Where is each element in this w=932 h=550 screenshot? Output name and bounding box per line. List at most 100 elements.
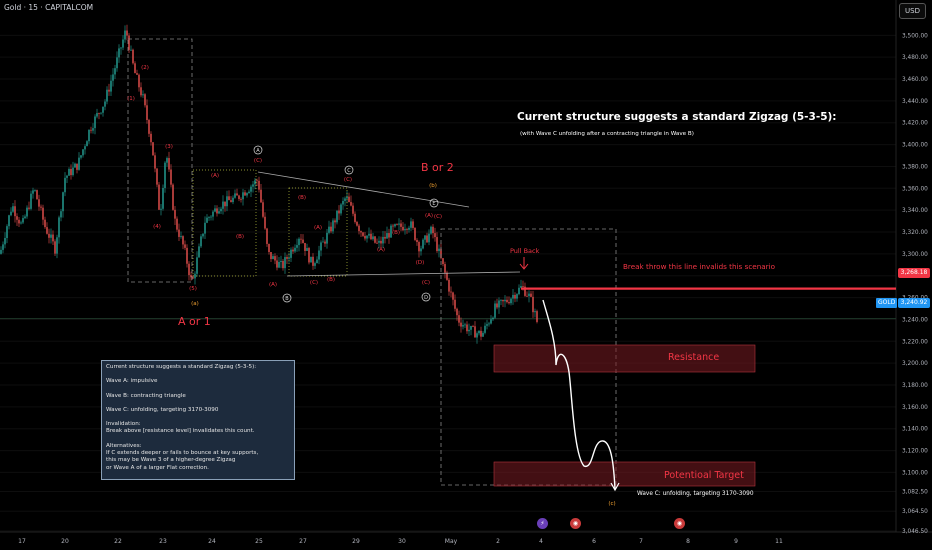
price-tick-label: 3,460.00 [902, 77, 928, 83]
candle-body [14, 206, 16, 217]
candle-body [90, 129, 92, 131]
wave-circle-label: B [285, 296, 289, 302]
candle-body [376, 242, 378, 244]
candle-body [8, 215, 10, 227]
note-invalidation-text: Break above [resistance level] invalidat… [106, 428, 255, 435]
candle-body [442, 258, 444, 265]
candle-body [278, 261, 280, 268]
candle-body [130, 49, 132, 51]
candle-body [258, 180, 260, 190]
candle-body [170, 169, 172, 185]
candle-body [142, 94, 144, 96]
wave-count-label: (4) [153, 224, 161, 230]
candle-body [364, 235, 366, 239]
candle-body [58, 217, 60, 238]
candle-body [264, 216, 266, 229]
candle-body [36, 190, 38, 200]
candle-body [78, 157, 80, 170]
symbol-title[interactable]: Gold · 15 · CAPITALCOM [4, 3, 94, 12]
candle-body [450, 291, 452, 293]
candle-body [64, 177, 66, 193]
candle-body [226, 196, 228, 207]
candle-body [206, 217, 208, 223]
candle-body [328, 226, 330, 233]
candle-body [528, 293, 530, 297]
candle-body [386, 233, 388, 239]
candle-body [334, 220, 336, 223]
price-tick-label: 3,480.00 [902, 55, 928, 61]
candle-body [234, 193, 236, 198]
candle-body [172, 184, 174, 210]
candle-body [260, 189, 262, 203]
candle-body [196, 257, 198, 274]
price-tick-label: 3,300.00 [902, 252, 928, 258]
candle-body [408, 227, 410, 230]
candle-body [490, 319, 492, 324]
candle-body [194, 273, 196, 279]
candle-body [126, 30, 128, 36]
candle-body [470, 326, 472, 330]
candle-body [342, 200, 344, 205]
wave-b-subbox [288, 187, 348, 277]
candle-body [70, 169, 72, 176]
candle-body [180, 236, 182, 237]
note-alt-line2: this may be Wave 3 of a higher-degree Zi… [106, 457, 236, 464]
candle-body [458, 315, 460, 323]
time-tick-label: 17 [18, 538, 26, 545]
wave-circle-label: A [256, 148, 260, 154]
candle-body [168, 158, 170, 170]
candle-body [396, 224, 398, 225]
candle-body [402, 226, 404, 231]
time-tick-label: May [445, 538, 458, 545]
wave-count-label: (D) [416, 260, 425, 266]
event-us-flag-icon[interactable]: ◉ [674, 518, 685, 529]
note-alt-line3: or Wave A of a larger Flat correction. [106, 464, 209, 471]
candle-body [100, 112, 102, 114]
candle-body [92, 128, 94, 131]
candle-body [444, 264, 446, 273]
currency-button[interactable]: USD [899, 3, 926, 19]
candle-body [84, 146, 86, 150]
candle-body [198, 246, 200, 258]
candle-body [212, 211, 214, 217]
time-tick-label: 2 [496, 538, 500, 545]
candle-body [102, 106, 104, 113]
current-symbol-tag: GOLD [876, 298, 898, 308]
candle-body [462, 325, 464, 327]
candle-body [80, 155, 82, 158]
candle-body [510, 298, 512, 304]
candle-body [456, 308, 458, 316]
candle-body [466, 324, 468, 332]
candle-body [414, 227, 416, 240]
candle-body [360, 231, 362, 233]
candle-body [98, 113, 100, 114]
candle-body [482, 332, 484, 337]
time-tick-label: 29 [352, 538, 360, 545]
candle-body [82, 149, 84, 156]
event-lightning-icon[interactable]: ⚡ [537, 518, 548, 529]
candle-body [204, 222, 206, 234]
candle-body [314, 263, 316, 266]
candle-body [344, 198, 346, 201]
candle-body [504, 299, 506, 302]
event-us-flag-icon[interactable]: ◉ [570, 518, 581, 529]
candle-body [256, 180, 258, 182]
time-axis: 17 20 22 23 24 25 27 29 30 May 2 4 6 7 8 9 11 [18, 538, 783, 545]
note-title: Current structure suggests a standard Zi… [106, 364, 257, 370]
candle-body [254, 180, 256, 185]
grid [0, 0, 932, 533]
candle-body [516, 294, 518, 299]
candle-body [270, 252, 272, 260]
wave-c-note: Wave C: unfolding, targeting 3170-3090 [637, 491, 754, 497]
time-tick-label: 20 [61, 538, 69, 545]
candle-body [42, 207, 44, 220]
candle-body [140, 87, 142, 96]
candle-body [536, 311, 538, 322]
resistance-zone-label: Resistance [668, 352, 720, 363]
candle-body [20, 222, 22, 224]
wave-b-subbox [192, 169, 257, 277]
candle-body [506, 299, 508, 303]
candle-body [186, 247, 188, 264]
wave-circle [344, 165, 354, 175]
